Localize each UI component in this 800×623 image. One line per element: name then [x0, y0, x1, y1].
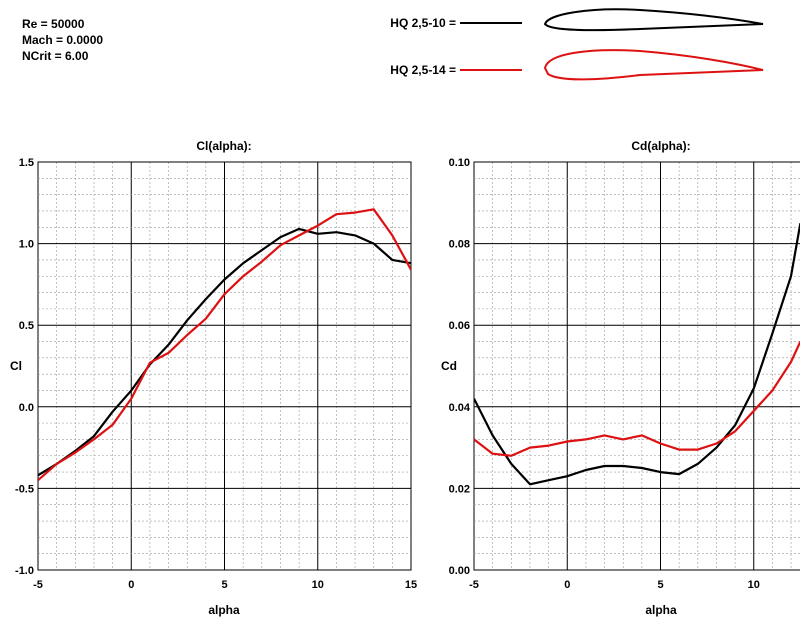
- x-tick-label: 0: [128, 579, 134, 591]
- cl-series: [38, 208, 411, 482]
- x-tick-label: 15: [405, 579, 417, 591]
- legend: HQ 2,5-10 = HQ 2,5-14 =: [390, 8, 764, 81]
- cd-x-axis-label: alpha: [645, 603, 677, 617]
- cd-tick-labels: -5 0 5 10 0.00 0.02 0.04 0.06 0.08 0.10: [449, 157, 760, 591]
- cd-y-axis-label: Cd: [441, 359, 457, 373]
- conditions-panel: Re = 50000 Mach = 0.0000 NCrit = 6.00: [22, 16, 103, 64]
- legend-label-hq-2-5-14: HQ 2,5-14 =: [390, 63, 456, 77]
- series-line-hq-2-5-10: [38, 227, 411, 477]
- y-tick-label: 0.0: [19, 402, 34, 414]
- cd-chart-title: Cd(alpha):: [631, 139, 690, 153]
- y-tick-label: 0.00: [449, 565, 470, 577]
- x-tick-label: -5: [469, 579, 479, 591]
- cl-tick-labels: -5 0 5 10 15 -1.0 -0.5 0.0 0.5 1.0 1.5: [15, 157, 417, 591]
- y-tick-label: 0.04: [449, 402, 471, 414]
- y-tick-label: 0.5: [19, 320, 34, 332]
- series-line-hq-2-5-10: [474, 223, 800, 486]
- airfoil-shape-hq-2-5-10: [543, 8, 764, 32]
- y-tick-label: 1.5: [19, 157, 34, 169]
- y-tick-label: -0.5: [15, 483, 34, 495]
- cd-series: [474, 223, 800, 486]
- series-line-hq-2-5-14: [38, 208, 411, 482]
- cd-alpha-chart: Cd(alpha): -5 0 5 10 0.00 0.02 0.04 0.06 0.08 0.1…: [441, 139, 800, 617]
- cl-alpha-chart: Cl(alpha): -5 0 5 10 15-1.0-0.50.00.51.01.5 …: [10, 139, 417, 617]
- cl-x-axis-label: alpha: [208, 603, 240, 617]
- mach-number: Mach = 0.0000: [22, 33, 104, 47]
- x-tick-label: 10: [312, 579, 324, 591]
- y-tick-label: -1.0: [15, 565, 34, 577]
- y-tick-label: 1.0: [19, 239, 34, 251]
- ncrit-value: NCrit = 6.00: [22, 49, 89, 63]
- airfoil-shape-hq-2-5-14: [543, 49, 764, 81]
- x-tick-label: 10: [748, 579, 760, 591]
- x-tick-label: 5: [657, 579, 663, 591]
- series-line-hq-2-5-14: [474, 341, 800, 457]
- cl-chart-title: Cl(alpha):: [196, 139, 251, 153]
- x-tick-label: -5: [33, 579, 43, 591]
- cd-plot-area: [473, 161, 800, 571]
- y-tick-label: 0.06: [449, 320, 470, 332]
- cd-grid: [474, 162, 800, 570]
- reynolds-number: Re = 50000: [22, 17, 85, 31]
- legend-label-hq-2-5-10: HQ 2,5-10 =: [390, 16, 456, 30]
- y-tick-label: 0.02: [449, 483, 470, 495]
- y-tick-label: 0.08: [449, 239, 470, 251]
- x-tick-label: 5: [221, 579, 227, 591]
- cl-y-axis-label: Cl: [10, 359, 22, 373]
- x-tick-label: 0: [564, 579, 570, 591]
- y-tick-label: 0.10: [449, 157, 470, 169]
